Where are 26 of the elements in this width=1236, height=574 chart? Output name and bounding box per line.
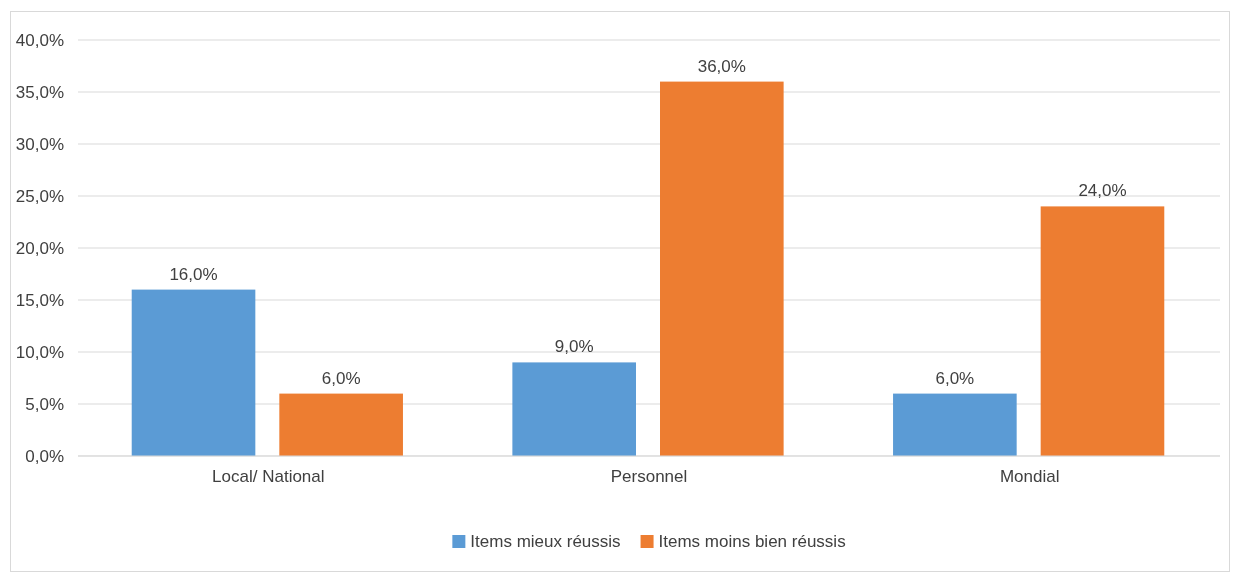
data-label: 6,0% [321, 368, 361, 388]
data-label: 6,0% [935, 368, 975, 388]
data-label: 36,0% [697, 56, 746, 76]
y-tick-label: 25,0% [15, 186, 64, 206]
y-tick-label: 30,0% [15, 134, 64, 154]
y-tick-label: 5,0% [25, 394, 64, 414]
y-tick-label: 0,0% [25, 446, 64, 466]
legend-label: Items moins bien réussis [658, 532, 846, 551]
data-label: 9,0% [554, 337, 594, 357]
bar [512, 362, 636, 456]
bar [893, 393, 1017, 456]
data-label: 24,0% [1078, 181, 1127, 201]
y-tick-label: 15,0% [15, 290, 64, 310]
y-tick-label: 10,0% [15, 342, 64, 362]
bar [1040, 206, 1165, 456]
bar [279, 393, 403, 456]
y-tick-label: 35,0% [15, 82, 64, 102]
y-tick-label: 40,0% [15, 30, 64, 50]
x-tick-label: Mondial [999, 467, 1060, 487]
x-tick-label: Local/ National [212, 467, 325, 487]
x-tick-label: Personnel [610, 467, 688, 487]
legend-label: Items mieux réussis [470, 532, 621, 551]
bar [660, 81, 784, 456]
bar [131, 289, 256, 456]
y-tick-label: 20,0% [15, 238, 64, 258]
data-label: 16,0% [169, 264, 218, 284]
